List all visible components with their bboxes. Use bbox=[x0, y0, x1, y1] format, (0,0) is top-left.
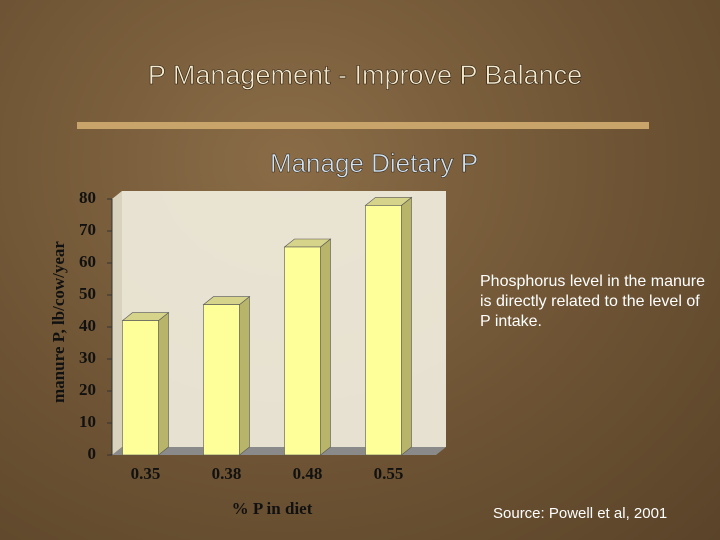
bar bbox=[284, 246, 321, 456]
bar bbox=[203, 304, 240, 456]
y-axis-label: manure P, lb/cow/year bbox=[49, 241, 68, 403]
chart-title: P Management - Improve P Balance bbox=[148, 60, 582, 90]
bar-side bbox=[401, 196, 412, 456]
y-tick-label: 30 bbox=[79, 348, 96, 367]
bar-side bbox=[320, 238, 331, 456]
y-tick-label: 50 bbox=[79, 284, 96, 303]
side-wall bbox=[112, 191, 122, 455]
x-tick-label: 0.38 bbox=[212, 464, 242, 483]
y-tick-label: 60 bbox=[79, 252, 96, 271]
title-rule bbox=[77, 122, 649, 129]
y-tick-label: 20 bbox=[79, 380, 96, 399]
bar-side bbox=[158, 311, 169, 456]
floor bbox=[112, 447, 446, 455]
x-tick-label: 0.55 bbox=[374, 464, 404, 483]
x-tick-label: 0.48 bbox=[293, 464, 323, 483]
chart-subtitle: Manage Dietary P bbox=[270, 148, 478, 178]
bar bbox=[365, 205, 402, 456]
y-tick-label: 80 bbox=[79, 188, 96, 207]
y-tick-label: 10 bbox=[79, 412, 96, 431]
annotation: Phosphorus level in the manure is direct… bbox=[480, 273, 706, 330]
bar-side bbox=[239, 295, 250, 456]
x-axis-label: % P in diet bbox=[232, 499, 313, 518]
bar bbox=[122, 320, 159, 456]
x-tick-label: 0.35 bbox=[131, 464, 161, 483]
y-tick-label: 0 bbox=[88, 444, 97, 463]
y-tick-label: 70 bbox=[79, 220, 96, 239]
y-tick-label: 40 bbox=[79, 316, 96, 335]
source: Source: Powell et al, 2001 bbox=[493, 505, 668, 522]
